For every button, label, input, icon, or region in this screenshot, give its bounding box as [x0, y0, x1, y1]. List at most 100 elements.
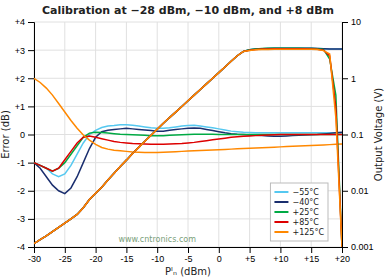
tick-mark [342, 22, 348, 23]
tick-mark [311, 247, 312, 253]
legend-swatch [274, 191, 288, 193]
tick-mark [96, 247, 97, 253]
tick: -10 [151, 247, 164, 264]
tick-label: 0.1 [351, 130, 364, 140]
tick-label: -3 [17, 214, 25, 224]
tick-mark [28, 247, 34, 248]
tick: +3 [15, 46, 34, 56]
tick: 0.1 [342, 130, 364, 140]
y-axis: -4 -3 -2 -1 0 +1 +2 +3 +4 [15, 17, 35, 252]
tick-label: -2 [17, 186, 25, 196]
tick-mark [28, 219, 34, 220]
grid-line-y [34, 162, 342, 163]
tick-mark [28, 78, 34, 79]
plot-area: -30-25-20-15-10-50+5+10+15+20-4-3-2-10+1… [15, 17, 374, 264]
tick-mark [157, 247, 158, 253]
tick: 10 [342, 17, 361, 27]
tick-label: 0 [20, 130, 25, 140]
tick: 0.001 [342, 242, 374, 252]
tick-label: -5 [184, 254, 192, 264]
line-y2 [34, 49, 342, 247]
tick: +10 [273, 247, 288, 264]
legend-swatch [274, 231, 288, 233]
legend-label: +85°C [292, 218, 319, 227]
tick-mark [28, 22, 34, 23]
legend-label: −55°C [292, 188, 319, 197]
tick-label: -25 [59, 254, 72, 264]
tick-label: 0.01 [351, 186, 369, 196]
x-axis: -30 -25 -20 -15 -10 -5 0 +5 +10 +15 +20 [28, 247, 350, 264]
tick-mark [342, 247, 348, 248]
line [34, 78, 342, 152]
tick-mark [65, 247, 66, 253]
tick: -3 [17, 214, 34, 224]
tick: -5 [184, 247, 192, 264]
tick: +2 [15, 74, 34, 84]
line-y2 [34, 48, 342, 247]
tick: +1 [15, 102, 34, 112]
tick: -15 [120, 247, 133, 264]
tick: 0 [20, 130, 34, 140]
tick-mark [28, 135, 34, 136]
tick: +15 [304, 247, 319, 264]
grid-line-y [34, 78, 342, 79]
tick-mark [188, 247, 189, 253]
tick-mark [342, 78, 348, 79]
tick: 1 [342, 74, 356, 84]
tick-label: +10 [273, 254, 288, 264]
tick-label: +20 [335, 254, 350, 264]
tick-label: 0 [217, 254, 222, 264]
tick: -20 [90, 247, 103, 264]
tick-label: -30 [28, 254, 41, 264]
tick-label: -20 [90, 254, 103, 264]
tick-mark [250, 247, 251, 253]
tick-label: +15 [304, 254, 319, 264]
tick: 0.01 [342, 186, 369, 196]
axis-line [343, 23, 349, 248]
tick: +20 [335, 247, 350, 264]
annotation: www.cntronics.com [118, 235, 196, 244]
tick: -30 [28, 247, 41, 264]
tick-mark [126, 247, 127, 253]
tick-mark [342, 191, 348, 192]
tick-label: +2 [15, 74, 25, 84]
chart: -30-25-20-15-10-50+5+10+15+20-4-3-2-10+1… [0, 0, 388, 279]
tick-label: -15 [120, 254, 133, 264]
tick-label: +5 [245, 254, 255, 264]
legend-swatch [274, 201, 288, 203]
legend-label: +25°C [292, 208, 319, 217]
line-y2 [34, 48, 342, 243]
tick: -25 [59, 247, 72, 264]
tick: -4 [17, 242, 34, 252]
tick-label: 10 [351, 17, 361, 27]
legend-label: −40°C [292, 198, 319, 207]
tick: 0 [217, 247, 222, 264]
legend-swatch [274, 221, 288, 223]
x-axis-title: Pᴵₙ (dBm) [165, 266, 211, 277]
tick-label: -4 [17, 242, 25, 252]
tick-mark [28, 50, 34, 51]
tick: -1 [17, 158, 34, 168]
tick-label: +4 [15, 17, 25, 27]
tick-mark [28, 191, 34, 192]
grid-line-y [34, 22, 342, 23]
tick-mark [280, 247, 281, 253]
axis-line [35, 248, 343, 254]
legend-label: +125°C [292, 228, 324, 237]
line [34, 135, 342, 172]
line-y2 [34, 48, 342, 243]
y2-axis-title: Output Voltage (V) [373, 88, 384, 181]
lines [34, 48, 342, 247]
grid-line-y [34, 106, 342, 107]
tick-mark [28, 163, 34, 164]
legend-frame [270, 183, 328, 241]
tick-mark [28, 106, 34, 107]
legend-swatch [274, 211, 288, 213]
tick: -2 [17, 186, 34, 196]
title: Calibration at −28 dBm, −10 dBm, and +8 … [42, 4, 334, 17]
line-y2 [34, 49, 342, 247]
tick-label: +1 [15, 102, 25, 112]
axis-line [28, 23, 35, 248]
grid [34, 22, 342, 247]
y-axis-title: Error (dB) [0, 110, 11, 159]
